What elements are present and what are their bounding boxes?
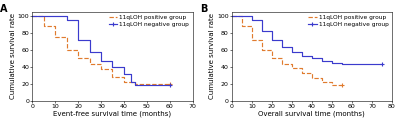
Y-axis label: Cumulative survival rate: Cumulative survival rate <box>10 13 16 99</box>
Legend: 11qLOH positive group, 11qLOH negative group: 11qLOH positive group, 11qLOH negative g… <box>108 15 190 27</box>
Text: B: B <box>200 4 207 15</box>
X-axis label: Overall survival time (months): Overall survival time (months) <box>258 110 365 117</box>
Y-axis label: Cumulative survival rate: Cumulative survival rate <box>210 13 216 99</box>
X-axis label: Event-free survival time (months): Event-free survival time (months) <box>54 110 172 117</box>
Text: A: A <box>0 4 8 15</box>
Legend: 11qLOH positive group, 11qLOH negative group: 11qLOH positive group, 11qLOH negative g… <box>308 15 389 27</box>
